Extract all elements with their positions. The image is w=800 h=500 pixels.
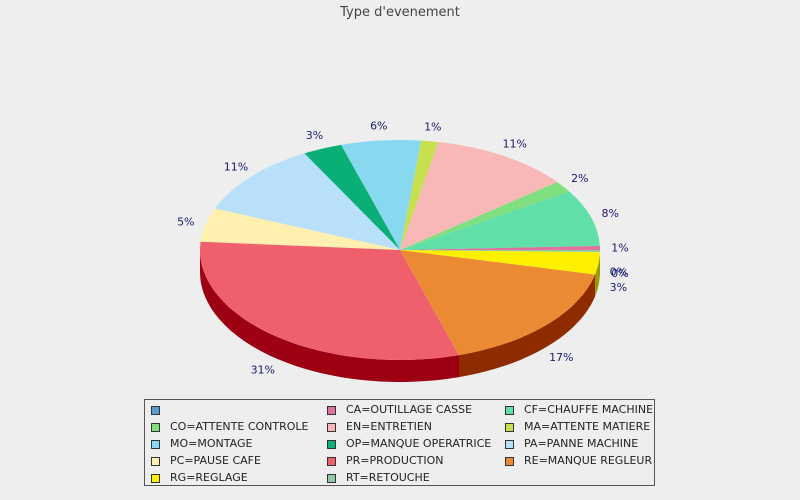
pie-label-cf: 8% (601, 207, 618, 220)
pie-labels: 1%8%2%11%1%6%3%11%5%31%17%3%0%0% (177, 120, 629, 377)
pie-label-ma: 1% (424, 120, 441, 133)
pie-side-rg (595, 252, 600, 297)
pie-slice-op (304, 144, 400, 250)
pie-slice-rt (400, 250, 601, 253)
chart-title: Type d'evenement (340, 5, 460, 20)
legend-swatch (151, 406, 160, 415)
pie-label-op: 3% (306, 129, 323, 142)
pie-label-en: 11% (502, 137, 526, 150)
pie-label-ca: 1% (611, 242, 628, 255)
legend-swatch (505, 457, 514, 466)
pie-label-mo: 6% (370, 120, 387, 133)
legend-swatch (327, 440, 336, 449)
legend-label: RG=REGLAGE (170, 471, 248, 484)
pie-slice-re (400, 250, 595, 356)
legend-label: MA=ATTENTE MATIERE (524, 420, 651, 433)
legend-swatch (505, 406, 514, 415)
pie-slice-pc (200, 208, 400, 250)
pie-label-pa: 11% (224, 161, 248, 174)
pie-label-re: 17% (549, 351, 573, 364)
pie-slice-rg (400, 250, 600, 275)
pie-label-extra: 0% (610, 266, 627, 279)
pie-slice-ca (400, 245, 600, 250)
pie-label-rg: 3% (610, 281, 627, 294)
pie-slice-cf (400, 191, 600, 250)
legend-label: CF=CHAUFFE MACHINE (524, 403, 654, 416)
pie-tops (200, 140, 601, 360)
legend-label: RT=RETOUCHE (346, 471, 430, 484)
pie-slice-mo (341, 140, 422, 250)
legend-label: PA=PANNE MACHINE (524, 437, 639, 450)
pie-slice-pa (214, 153, 400, 250)
legend-label: RE=MANQUE REGLEUR (524, 454, 653, 467)
legend-swatch (327, 457, 336, 466)
legend-label: MO=MONTAGE (170, 437, 253, 450)
pie-label-pr: 31% (251, 364, 275, 377)
pie-slice-co (400, 181, 570, 250)
pie-label-rt: 0% (611, 267, 628, 280)
legend-label: OP=MANQUE OPERATRICE (346, 437, 492, 450)
legend-label: PR=PRODUCTION (346, 454, 444, 467)
pie-sides (200, 250, 600, 382)
legend-label: PC=PAUSE CAFE (170, 454, 261, 467)
legend-swatch (505, 423, 514, 432)
legend-swatch (151, 474, 160, 483)
pie-label-pc: 5% (177, 215, 194, 228)
pie-slice-pr (200, 241, 459, 360)
legend-swatch (151, 457, 160, 466)
legend-label: CO=ATTENTE CONTROLE (170, 420, 309, 433)
legend-label: CA=OUTILLAGE CASSE (346, 403, 473, 416)
legend-swatch (327, 406, 336, 415)
pie-label-co: 2% (571, 172, 588, 185)
legend-swatch (151, 423, 160, 432)
pie-slice-en (400, 142, 558, 250)
pie-side-pr (200, 250, 459, 382)
legend-swatch (327, 423, 336, 432)
legend-swatch (505, 440, 514, 449)
legend: CA=OUTILLAGE CASSE CF=CHAUFFE MACHINE CO=A… (144, 399, 655, 486)
legend-label: EN=ENTRETIEN (346, 420, 433, 433)
pie-side-re (459, 274, 595, 378)
legend-swatch (327, 474, 336, 483)
legend-swatch (151, 440, 160, 449)
pie-slice-ma (400, 140, 439, 250)
